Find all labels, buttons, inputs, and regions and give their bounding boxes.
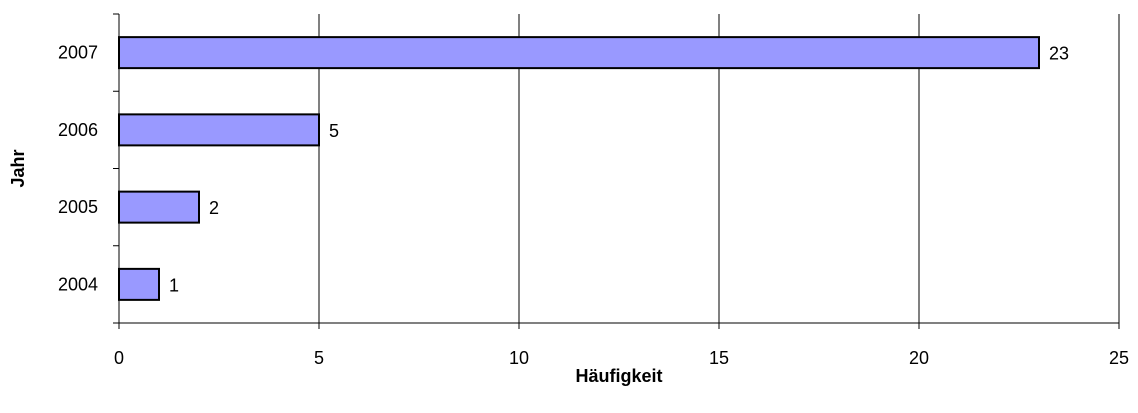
y-tick-label: 2006	[58, 120, 98, 140]
bar-2007	[119, 37, 1039, 68]
data-label: 23	[1049, 44, 1069, 64]
bar-2004	[119, 269, 159, 300]
y-tick-labels: 2004 2005 2006 2007	[58, 43, 98, 295]
y-axis-title: Jahr	[8, 149, 28, 187]
x-tick-label: 25	[1109, 348, 1129, 368]
data-label: 2	[209, 198, 219, 218]
x-tick-label: 0	[114, 348, 124, 368]
data-label: 1	[169, 275, 179, 295]
bar-2005	[119, 192, 199, 223]
x-tick-label: 20	[909, 348, 929, 368]
x-tick-label: 15	[709, 348, 729, 368]
y-tick-label: 2005	[58, 197, 98, 217]
data-label: 5	[329, 121, 339, 141]
bar-2006	[119, 114, 319, 145]
data-labels: 1 2 5 23	[169, 44, 1069, 296]
x-tick-label: 5	[314, 348, 324, 368]
y-tick-label: 2004	[58, 274, 98, 294]
y-tick-label: 2007	[58, 43, 98, 63]
bars	[119, 37, 1039, 300]
x-tick-label: 10	[509, 348, 529, 368]
x-axis-title: Häufigkeit	[575, 366, 662, 386]
x-tick-labels: 0 5 10 15 20 25	[114, 348, 1129, 368]
